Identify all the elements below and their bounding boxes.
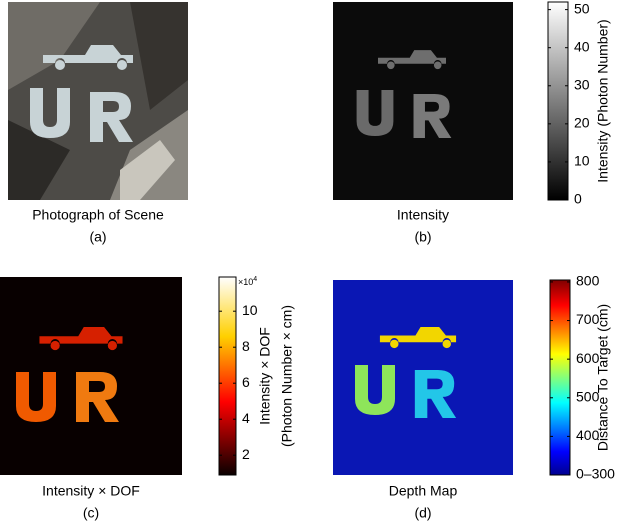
tick-label: 4: [242, 410, 250, 426]
tick-label: 8: [242, 338, 250, 354]
captions: Photograph of Scene (a) Intensity (b) In…: [32, 207, 457, 521]
colorbar-scale: [547, 1, 569, 201]
colorbar-scale: [218, 276, 237, 476]
panel-label: (b): [414, 229, 431, 245]
tick-label: 40: [574, 38, 590, 54]
tick-label: 400: [576, 427, 600, 443]
depth-map-image: [333, 280, 513, 475]
tick-label: 800: [576, 273, 600, 289]
tick-label: 10: [574, 153, 590, 169]
intensity-image: [333, 2, 513, 200]
tick-label: 50: [574, 0, 590, 16]
colorbar: 0–300 400 500 600 700 800 Distance To Target (…: [549, 273, 615, 482]
colorbar-label: Distance To Target (cm): [595, 304, 611, 451]
caption: Intensity × DOF: [42, 483, 140, 499]
multiplier: ×104: [238, 276, 257, 288]
caption: Photograph of Scene: [32, 207, 164, 223]
tick-label: 6: [242, 374, 250, 390]
tick-label: 2: [242, 446, 250, 462]
multiplier-exponent: 4: [253, 276, 257, 283]
panel-label: (a): [89, 229, 106, 245]
tick-label: 700: [576, 311, 600, 327]
panel-label: (d): [414, 505, 431, 521]
tick-label: 500: [576, 388, 600, 404]
tick-label: 10: [242, 302, 258, 318]
multiplier-base: ×10: [238, 277, 253, 287]
tick-label: 30: [574, 76, 590, 92]
colorbar-label: Intensity (Photon Number): [595, 19, 611, 182]
tick-label: 0: [574, 191, 582, 207]
colorbar-label: Intensity × DOF: [257, 327, 273, 425]
caption: Depth Map: [389, 483, 458, 499]
tick-label: 0–300: [576, 466, 615, 482]
panel-label: (c): [83, 505, 99, 521]
colorbar-label: (Photon Number × cm): [279, 305, 295, 447]
caption: Intensity: [397, 207, 449, 223]
tick-label: 600: [576, 350, 600, 366]
colorbar-scale: [549, 279, 571, 476]
photo: [8, 2, 188, 200]
colorbar: 0 10 20 30 40 50 Intensity (Photon Number): [547, 0, 611, 207]
tick-label: 20: [574, 115, 590, 131]
intensity-dof-image: [0, 277, 182, 475]
